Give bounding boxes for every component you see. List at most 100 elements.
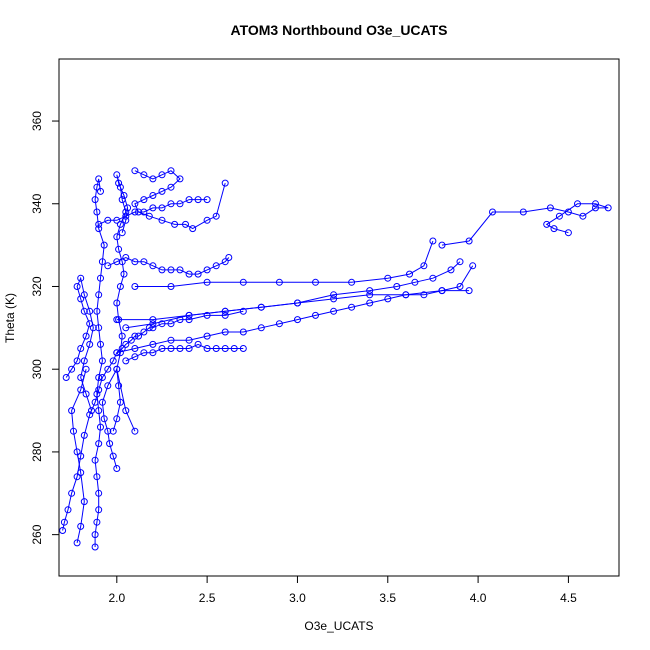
data-point — [203, 332, 211, 340]
data-point — [189, 225, 197, 233]
data-point — [86, 320, 94, 328]
data-point — [131, 332, 139, 340]
data-point — [294, 299, 301, 307]
data-point — [167, 320, 175, 328]
data-point — [64, 506, 72, 514]
data-point — [176, 345, 184, 352]
series-5 — [113, 262, 477, 357]
data-point — [257, 303, 265, 311]
data-point — [93, 390, 101, 398]
data-point — [176, 266, 184, 274]
data-point — [438, 287, 446, 295]
data-point — [98, 398, 106, 406]
data-point — [91, 531, 99, 539]
data-point — [158, 187, 166, 195]
series-line — [98, 199, 208, 225]
data-point — [185, 336, 193, 344]
data-point — [149, 320, 157, 328]
data-point — [348, 303, 356, 311]
data-point — [176, 175, 184, 183]
data-point — [104, 216, 112, 224]
data-point — [574, 200, 581, 208]
data-point — [91, 196, 99, 204]
data-point — [80, 291, 88, 299]
data-point — [230, 345, 238, 352]
series-4 — [131, 167, 229, 233]
data-point — [95, 291, 103, 299]
data-point — [212, 345, 220, 352]
y-tick-label: 320 — [30, 276, 44, 296]
data-point — [97, 274, 104, 282]
data-point — [239, 307, 247, 315]
data-point — [366, 291, 374, 299]
data-point — [113, 258, 121, 266]
data-point — [127, 336, 135, 344]
data-point — [182, 220, 189, 228]
series-7 — [131, 237, 437, 290]
data-point — [118, 332, 126, 340]
data-point — [158, 171, 166, 179]
data-point — [489, 208, 496, 216]
data-point — [95, 374, 103, 381]
series-line — [134, 240, 434, 287]
data-point — [149, 175, 157, 183]
data-point — [93, 208, 101, 216]
data-point — [203, 266, 211, 274]
data-point — [118, 196, 126, 204]
chart-title: ATOM3 Northbound O3e_UCATS — [231, 22, 448, 38]
data-point — [93, 473, 101, 481]
data-point — [70, 427, 77, 435]
data-point — [564, 229, 572, 237]
data-point — [113, 465, 121, 472]
data-point — [115, 245, 123, 253]
data-point — [140, 258, 148, 266]
series-3 — [62, 274, 97, 415]
data-point — [113, 233, 121, 241]
data-point — [131, 258, 139, 266]
data-point — [135, 332, 142, 340]
series-line — [441, 203, 609, 246]
data-point — [131, 345, 139, 352]
data-point — [59, 527, 67, 534]
series-10 — [122, 340, 247, 365]
data-point — [80, 357, 88, 365]
data-point — [113, 171, 121, 179]
data-point — [122, 208, 130, 216]
data-point — [167, 336, 175, 344]
data-point — [113, 316, 121, 324]
data-point — [185, 311, 193, 319]
plot-frame — [58, 58, 620, 577]
y-tick-label: 280 — [30, 442, 44, 462]
data-point — [592, 204, 599, 212]
data-point — [140, 171, 148, 179]
data-point — [93, 183, 101, 191]
data-point — [550, 225, 558, 233]
series-line — [71, 369, 87, 544]
data-point — [519, 208, 527, 216]
data-point — [109, 427, 117, 435]
data-point — [73, 283, 81, 290]
data-point — [73, 448, 81, 456]
data-point — [203, 311, 211, 319]
data-point — [95, 440, 103, 448]
data-point — [116, 220, 124, 228]
data-point — [185, 345, 193, 352]
data-point — [420, 262, 428, 270]
data-point — [122, 216, 130, 224]
data-point — [411, 278, 419, 286]
data-point — [420, 291, 428, 299]
data-point — [131, 427, 139, 435]
data-point — [257, 324, 265, 332]
data-point — [113, 299, 121, 307]
data-point — [95, 225, 103, 233]
data-point — [167, 200, 175, 208]
data-point — [469, 262, 477, 270]
data-point — [120, 192, 128, 199]
x-tick-label: 3.5 — [379, 591, 396, 605]
data-point — [438, 241, 446, 249]
data-point — [68, 365, 76, 373]
data-point — [203, 278, 211, 286]
data-point — [393, 283, 401, 290]
x-axis-label: O3e_UCATS — [304, 619, 373, 633]
data-point — [167, 266, 175, 274]
